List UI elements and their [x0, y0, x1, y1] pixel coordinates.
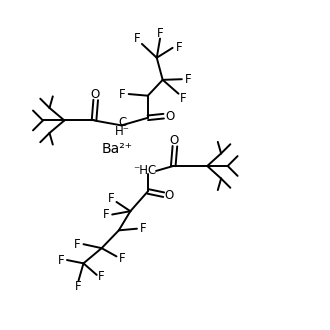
Text: F: F	[108, 192, 115, 206]
Text: ⁻HC: ⁻HC	[133, 164, 156, 178]
Text: F: F	[180, 92, 187, 105]
Text: F: F	[185, 73, 191, 86]
Text: F: F	[119, 87, 126, 101]
Text: F: F	[75, 280, 82, 293]
Text: O: O	[165, 189, 174, 202]
Text: F: F	[58, 253, 64, 267]
Text: F: F	[74, 238, 81, 251]
Text: F: F	[119, 251, 125, 265]
Text: F: F	[140, 222, 146, 235]
Text: O: O	[166, 110, 175, 123]
Text: Ba²⁺: Ba²⁺	[102, 142, 133, 156]
Text: F: F	[98, 270, 105, 283]
Text: F: F	[134, 32, 140, 46]
Text: F: F	[157, 26, 163, 40]
Text: H⁻: H⁻	[115, 125, 130, 138]
Text: F: F	[176, 41, 182, 54]
Text: O: O	[90, 88, 100, 101]
Text: O: O	[169, 134, 179, 147]
Text: F: F	[103, 208, 109, 221]
Text: C: C	[118, 115, 126, 129]
